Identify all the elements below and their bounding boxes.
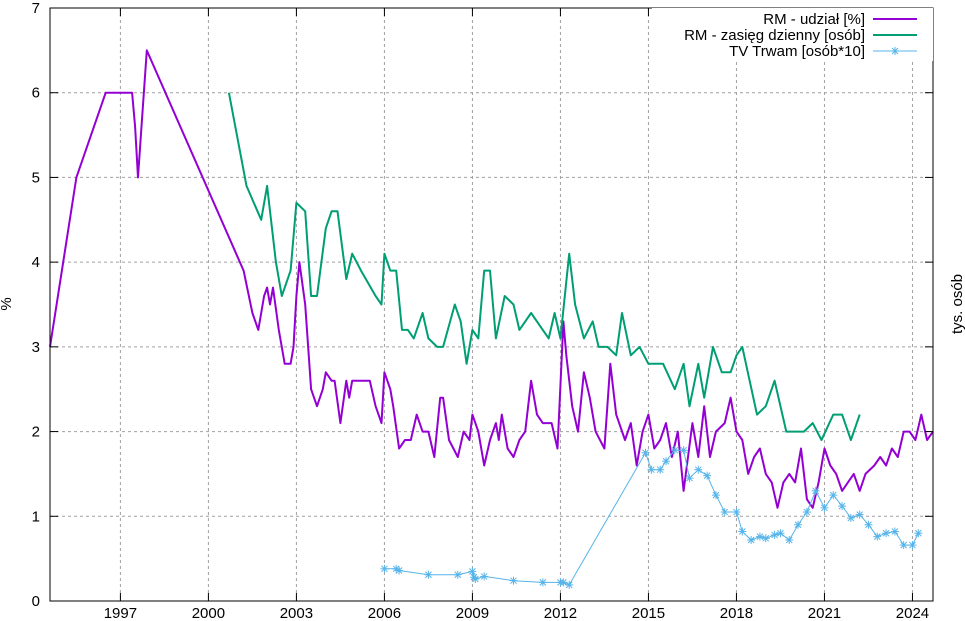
grid-lines (50, 8, 933, 601)
legend-item-rm-share: RM - udział [%] (763, 11, 917, 28)
asterisk-marker-icon (538, 578, 547, 587)
y-tick-label: 6 (32, 85, 40, 102)
x-tick-label: 2012 (544, 605, 577, 621)
series-line (49, 49, 934, 509)
x-tick-label: 2021 (808, 605, 841, 621)
x-tick-label: 2006 (368, 605, 401, 621)
asterisk-marker-icon (914, 529, 923, 538)
x-tick-label: 2024 (896, 605, 929, 621)
y-tick-label: 5 (32, 169, 40, 186)
legend-label: TV Trwam [osób*10] (729, 43, 865, 60)
asterisk-marker-icon (873, 532, 882, 541)
legend-label: RM - zasięg dzienny [osób] (684, 27, 865, 44)
asterisk-marker-icon (679, 446, 688, 455)
x-tick-label: 2003 (280, 605, 313, 621)
series-1 (227, 92, 861, 441)
y-tick-label: 2 (32, 424, 40, 441)
legend-item-rm-reach: RM - zasięg dzienny [osób] (684, 27, 917, 44)
asterisk-marker-icon (776, 529, 785, 538)
asterisk-marker-icon (662, 457, 671, 466)
asterisk-marker-icon (471, 574, 480, 583)
legend-item-tv-trwam: TV Trwam [osób*10] (729, 43, 917, 60)
tick-labels: 0 1 2 3 4 5 6 7 1997 2000 2003 2006 2009 2012 2015 2018… (32, 0, 929, 621)
asterisk-marker-icon (899, 541, 908, 550)
y-tick-label: 1 (32, 508, 40, 525)
asterisk-marker-icon (468, 567, 477, 576)
asterisk-marker-icon (864, 520, 873, 529)
asterisk-marker-icon (656, 465, 665, 474)
y-tick-label: 3 (32, 339, 40, 356)
x-tick-label: 2015 (632, 605, 665, 621)
asterisk-marker-icon (694, 465, 703, 474)
asterisk-marker-icon (891, 47, 899, 55)
asterisk-marker-icon (509, 576, 518, 585)
asterisk-marker-icon (811, 486, 820, 495)
asterisk-marker-icon (794, 520, 803, 529)
asterisk-marker-icon (855, 510, 864, 519)
y-axis-title-right: tys. osób (949, 274, 965, 334)
asterisk-marker-icon (424, 570, 433, 579)
series-layer (49, 49, 934, 589)
asterisk-marker-icon (395, 566, 404, 575)
plot-frame (49, 7, 934, 602)
asterisk-marker-icon (882, 529, 891, 538)
series-line (227, 92, 861, 441)
legend-label: RM - udział [%] (763, 11, 865, 28)
asterisk-marker-icon (829, 491, 838, 500)
asterisk-marker-icon (890, 527, 899, 536)
series-0 (49, 49, 934, 509)
asterisk-marker-icon (732, 508, 741, 517)
x-tick-label: 2018 (720, 605, 753, 621)
asterisk-marker-icon (838, 502, 847, 511)
asterisk-marker-icon (380, 564, 389, 573)
asterisk-marker-icon (761, 534, 770, 543)
asterisk-marker-icon (453, 570, 462, 579)
asterisk-marker-icon (647, 465, 656, 474)
y-tick-label: 7 (32, 0, 40, 17)
asterisk-marker-icon (720, 508, 729, 517)
asterisk-marker-icon (641, 448, 650, 457)
x-tick-label: 1997 (104, 605, 137, 621)
asterisk-marker-icon (770, 530, 779, 539)
asterisk-marker-icon (802, 508, 811, 517)
asterisk-marker-icon (738, 527, 747, 536)
y-tick-label: 4 (32, 254, 40, 271)
asterisk-marker-icon (820, 503, 829, 512)
asterisk-marker-icon (908, 541, 917, 550)
asterisk-marker-icon (480, 572, 489, 581)
asterisk-marker-icon (747, 536, 756, 545)
asterisk-marker-icon (785, 536, 794, 545)
legend: RM - udział [%] RM - zasięg dzienny [osó… (652, 8, 933, 61)
asterisk-marker-icon (846, 513, 855, 522)
asterisk-marker-icon (565, 580, 574, 589)
asterisk-marker-icon (703, 471, 712, 480)
x-tick-label: 2009 (456, 605, 489, 621)
series-2 (380, 446, 923, 589)
asterisk-marker-icon (755, 532, 764, 541)
x-tick-label: 2000 (192, 605, 225, 621)
asterisk-marker-icon (711, 491, 720, 500)
asterisk-marker-icon (670, 446, 679, 455)
y-tick-label: 0 (32, 593, 40, 610)
axes (49, 7, 934, 602)
asterisk-marker-icon (685, 474, 694, 483)
y-axis-title-left: % (0, 297, 15, 310)
asterisk-marker-icon (891, 47, 899, 55)
